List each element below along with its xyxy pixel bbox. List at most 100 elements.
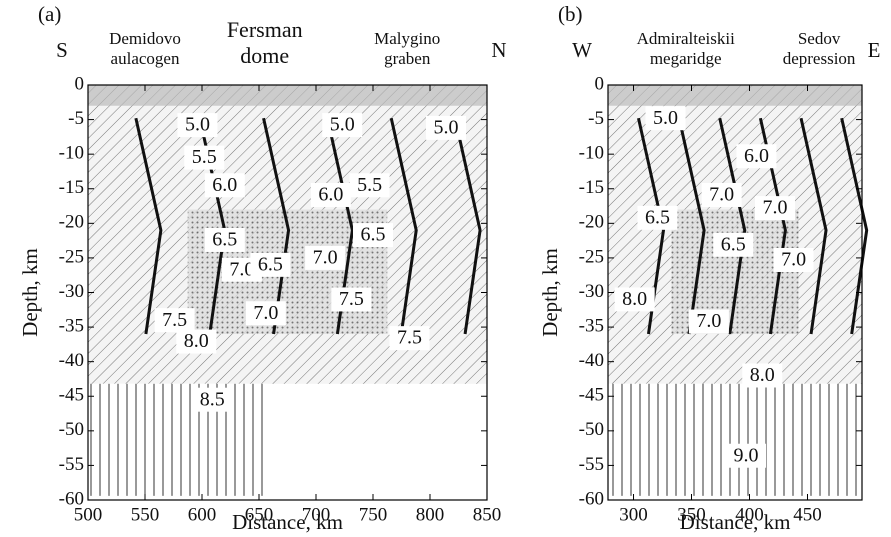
y-tick-label: -40	[579, 350, 604, 371]
x-tick-label: 850	[473, 504, 502, 525]
x-tick-label: 800	[416, 504, 445, 525]
y-tick-label: -25	[579, 246, 604, 267]
velocity-label-box	[184, 145, 225, 170]
y-tick-label: -15	[579, 177, 604, 198]
y-axis-title: Depth, km	[538, 248, 562, 337]
fault	[453, 117, 482, 335]
velocity-label-box	[154, 308, 195, 333]
edge-label: W	[572, 38, 592, 62]
fault	[389, 117, 418, 335]
velocity-label: 6.0	[744, 145, 769, 167]
velocity-label: 5.0	[653, 107, 678, 129]
velocity-label: 8.0	[622, 288, 647, 310]
velocity-label: 6.0	[212, 174, 237, 196]
velocity-label-box	[755, 196, 796, 221]
mantle-layer	[88, 383, 268, 496]
velocity-label: 6.5	[721, 233, 746, 255]
y-tick-label: 0	[595, 73, 605, 94]
velocity-label-box	[773, 247, 814, 272]
edge-label: S	[56, 38, 68, 62]
x-tick-label: 450	[793, 504, 822, 525]
y-tick-label: -20	[579, 212, 604, 233]
y-tick-label: -55	[59, 454, 84, 475]
velocity-label: 9.0	[734, 444, 759, 466]
region-label: aulacogen	[111, 49, 180, 68]
region-label: megaridge	[650, 49, 722, 68]
velocity-label: 5.0	[433, 116, 458, 138]
x-tick-label: 400	[735, 504, 764, 525]
velocity-label-box	[349, 173, 390, 198]
y-tick-label: -5	[588, 108, 604, 129]
fault	[840, 117, 869, 335]
y-tick-label: -35	[59, 315, 84, 336]
velocity-label: 6.5	[645, 206, 670, 228]
region-label: dome	[240, 43, 289, 68]
edge-label: E	[868, 38, 881, 62]
velocity-label: 7.0	[313, 247, 338, 269]
surface-layer	[608, 85, 862, 106]
velocity-label: 7.0	[709, 184, 734, 206]
region-label: Fersman	[227, 17, 303, 42]
velocity-label: 7.5	[339, 288, 364, 310]
y-tick-label: -15	[59, 177, 84, 198]
y-tick-label: -50	[579, 419, 604, 440]
y-tick-label: 0	[75, 73, 85, 94]
y-tick-label: -45	[579, 385, 604, 406]
velocity-label-box	[713, 232, 754, 257]
velocity-label: 8.0	[750, 364, 775, 386]
y-tick-label: -10	[59, 143, 84, 164]
velocity-label-box	[331, 287, 372, 312]
x-tick-label: 600	[188, 504, 217, 525]
y-tick-label: -60	[59, 488, 84, 509]
y-tick-label: -30	[59, 281, 84, 302]
region-label: graben	[384, 49, 431, 68]
region-label: depression	[783, 49, 856, 68]
velocity-label: 7.0	[229, 258, 254, 280]
fault	[134, 117, 163, 335]
velocity-label: 5.5	[357, 174, 382, 196]
edge-label: N	[491, 38, 506, 62]
velocity-label: 8.0	[184, 330, 209, 352]
y-tick-label: -40	[59, 350, 84, 371]
y-tick-label: -60	[579, 488, 604, 509]
mantle-layer	[608, 383, 862, 496]
velocity-label-box	[701, 182, 742, 207]
y-axis-title: Depth, km	[18, 248, 42, 337]
x-tick-label: 300	[619, 504, 648, 525]
velocity-label: 7.0	[696, 310, 721, 332]
velocity-label-box	[305, 245, 346, 270]
y-tick-label: -5	[68, 108, 84, 129]
velocity-label-box	[614, 287, 655, 312]
velocity-label: 7.0	[781, 249, 806, 271]
velocity-label-box	[322, 113, 363, 138]
fault	[718, 117, 747, 335]
y-tick-label: -20	[59, 212, 84, 233]
y-tick-label: -10	[579, 143, 604, 164]
panel-label: (b)	[558, 2, 583, 26]
x-tick-label: 550	[131, 504, 160, 525]
velocity-label-box	[742, 363, 783, 388]
velocity-label-box	[204, 173, 245, 198]
velocity-label-box	[637, 205, 678, 230]
x-axis-title: Distance, km	[680, 510, 791, 534]
x-tick-label: 350	[677, 504, 706, 525]
velocity-label-box	[176, 329, 217, 354]
velocity-label-box	[204, 227, 245, 252]
velocity-label: 8.5	[200, 388, 225, 410]
region-label: Sedov	[798, 29, 841, 48]
y-tick-label: -45	[59, 385, 84, 406]
velocity-label-box	[389, 326, 430, 351]
velocity-label-box	[645, 106, 686, 131]
x-tick-label: 700	[302, 504, 331, 525]
y-tick-label: -30	[579, 281, 604, 302]
y-tick-label: -50	[59, 419, 84, 440]
velocity-label-box	[250, 252, 291, 277]
velocity-label: 7.0	[253, 302, 278, 324]
velocity-label-box	[425, 115, 466, 140]
y-tick-label: -25	[59, 246, 84, 267]
velocity-label-box	[736, 144, 777, 169]
velocity-label: 6.5	[361, 224, 386, 246]
fault	[799, 117, 828, 335]
velocity-label-box	[353, 223, 393, 248]
